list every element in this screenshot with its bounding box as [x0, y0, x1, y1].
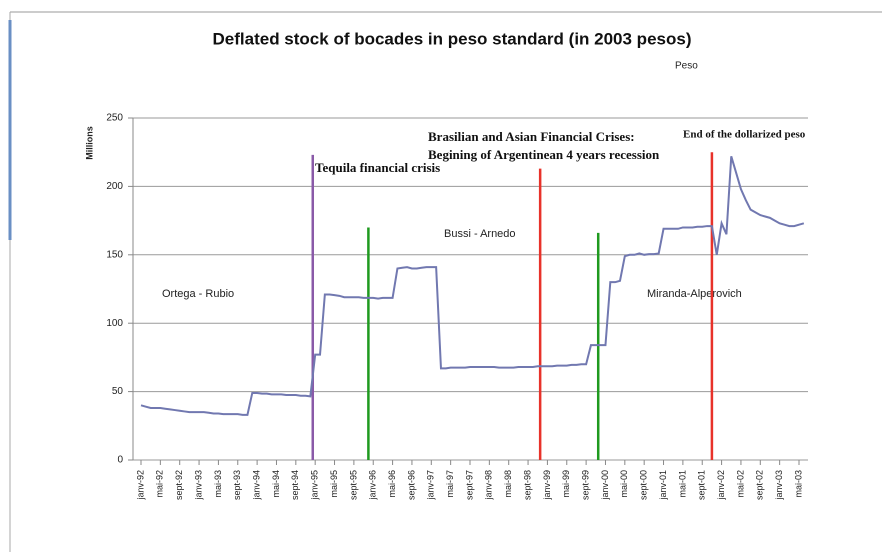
- y-axis-label: Millions: [84, 126, 94, 160]
- x-tick-label: sept-99: [580, 470, 590, 500]
- x-tick-label: mai-97: [445, 470, 455, 498]
- x-tick-label: mai-01: [677, 470, 687, 498]
- x-tick-label: mai-92: [155, 470, 165, 498]
- annotation: Bussi - Arnedo: [444, 228, 516, 240]
- annotation: Begining of Argentinean 4 years recessio…: [428, 147, 660, 162]
- x-tick-label: sept-97: [464, 470, 474, 500]
- x-tick-label: janv-03: [774, 470, 784, 501]
- x-tick-label: sept-01: [697, 470, 707, 500]
- x-tick-label: mai-95: [329, 470, 339, 498]
- x-tick-label: mai-94: [271, 470, 281, 498]
- y-tick-label: 100: [106, 318, 123, 329]
- x-tick-label: janv-98: [484, 470, 494, 501]
- x-tick-label: mai-96: [387, 470, 397, 498]
- x-tick-label: sept-00: [639, 470, 649, 500]
- annotation: End of the dollarized peso: [683, 129, 806, 141]
- x-tick-label: janv-95: [310, 470, 320, 501]
- y-tick-label: 200: [106, 181, 123, 192]
- annotation: Brasilian and Asian Financial Crises:: [428, 129, 635, 144]
- x-tick-label: sept-98: [522, 470, 532, 500]
- annotation: Tequila financial crisis: [315, 160, 440, 175]
- x-tick-label: sept-96: [406, 470, 416, 500]
- data-line: [140, 156, 805, 416]
- y-tick-label: 50: [112, 386, 124, 397]
- x-tick-label: janv-92: [135, 470, 145, 501]
- legend-entry: Peso: [675, 61, 698, 72]
- x-tick-label: mai-93: [213, 470, 223, 498]
- x-tick-label: janv-00: [600, 470, 610, 501]
- x-tick-label: janv-99: [542, 470, 552, 501]
- x-tick-label: sept-92: [174, 470, 184, 500]
- x-tick-label: mai-03: [793, 470, 803, 498]
- x-tick-label: sept-02: [755, 470, 765, 500]
- x-tick-label: sept-93: [232, 470, 242, 500]
- x-tick-label: janv-01: [658, 470, 668, 501]
- x-tick-label: sept-95: [348, 470, 358, 500]
- x-tick-label: mai-98: [503, 470, 513, 498]
- annotation: Ortega - Rubio: [162, 288, 234, 300]
- x-tick-label: mai-02: [735, 470, 745, 498]
- x-tick-label: mai-00: [619, 470, 629, 498]
- chart-title: Deflated stock of bocades in peso standa…: [213, 29, 692, 48]
- y-tick-label: 250: [106, 113, 123, 124]
- x-tick-label: janv-93: [193, 470, 203, 501]
- x-tick-label: janv-96: [368, 470, 378, 501]
- x-tick-label: sept-94: [290, 470, 300, 500]
- y-tick-label: 0: [117, 455, 123, 466]
- x-tick-label: janv-97: [426, 470, 436, 501]
- x-tick-label: janv-94: [251, 470, 261, 501]
- x-tick-label: mai-99: [561, 470, 571, 498]
- y-tick-label: 150: [106, 249, 123, 260]
- x-tick-label: janv-02: [716, 470, 726, 501]
- annotation: Miranda-Alperovich: [647, 288, 742, 300]
